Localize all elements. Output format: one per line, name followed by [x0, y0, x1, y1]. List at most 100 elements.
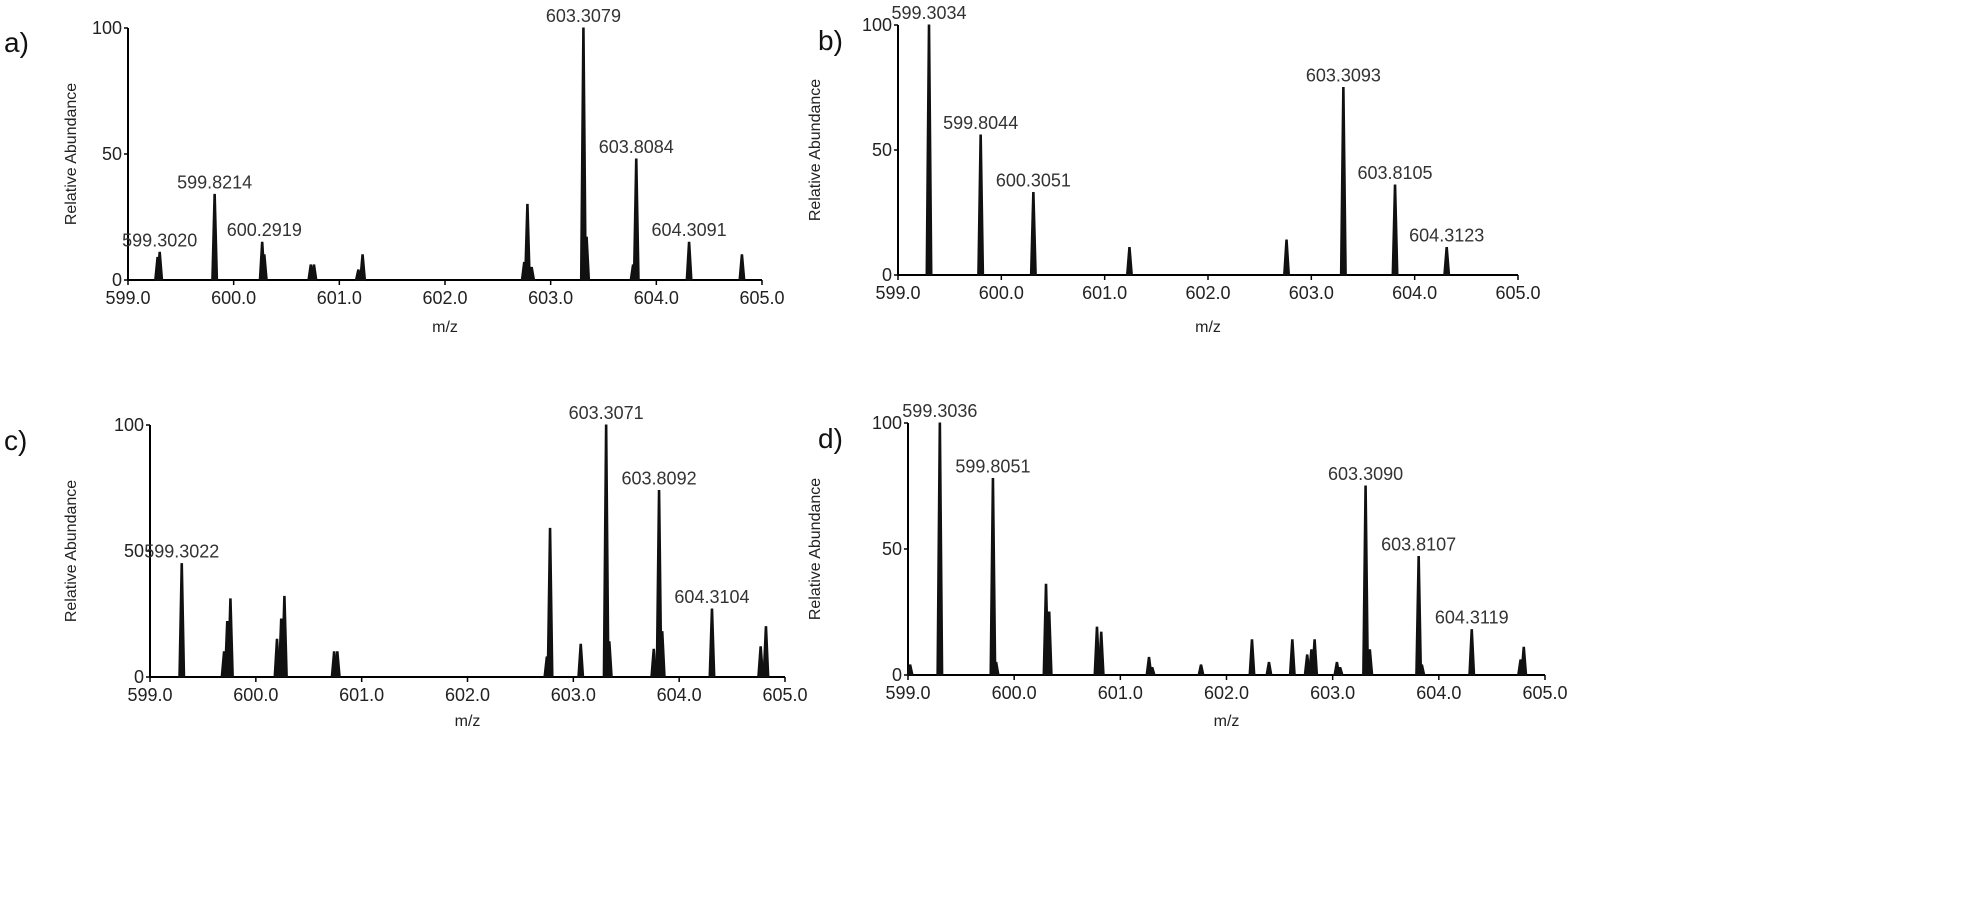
spectrum-peak — [1197, 664, 1205, 676]
x-tick-label: 602.0 — [422, 288, 467, 308]
spectrum-peak — [1468, 629, 1476, 676]
spectrum-peak — [738, 254, 746, 281]
x-tick-label: 603.0 — [551, 685, 596, 705]
peak-annotation: 603.8084 — [599, 137, 674, 157]
spectrum-peak — [280, 595, 288, 678]
spectrum-peak — [1418, 664, 1426, 676]
peak-annotation: 603.8092 — [622, 469, 697, 489]
spectrum-peak — [632, 158, 640, 281]
spectrum-panel-c: c) 0 50 100 599.0 600.0 601.0 602.0 603.0 604.0 60… — [4, 403, 808, 730]
y-axis-label: Relative Abundance — [807, 79, 824, 221]
spectrum-peak — [757, 646, 765, 678]
x-tick-label: 601.0 — [339, 685, 384, 705]
spectrum-peak — [906, 664, 914, 676]
peak-annotation: 604.3091 — [652, 220, 727, 240]
x-tick-label: 605.0 — [762, 685, 807, 705]
spectrum-peak — [583, 236, 591, 281]
spectrum-peak — [359, 254, 367, 281]
spectrum-peak — [708, 608, 716, 678]
x-tick-label: 604.0 — [634, 288, 679, 308]
y-tick-label: 50 — [872, 140, 892, 160]
y-tick-label: 50 — [882, 539, 902, 559]
y-tick-label: 0 — [892, 665, 902, 685]
spectrum-peak — [333, 651, 341, 678]
spectrum-peak — [1125, 247, 1134, 276]
y-tick-label: 0 — [112, 270, 122, 290]
x-tick-label: 603.0 — [1310, 683, 1355, 703]
peak-annotation: 604.3123 — [1409, 226, 1484, 246]
y-tick-label: 100 — [92, 18, 122, 38]
x-tick-label: 603.0 — [1289, 283, 1334, 303]
x-axis-label: m/z — [432, 319, 458, 336]
spectrum-peak — [211, 193, 219, 281]
spectrum-peak — [546, 527, 554, 678]
spectrum-peak — [1339, 87, 1347, 276]
spectrum-peak — [178, 563, 186, 678]
y-tick-label: 100 — [872, 413, 902, 433]
panel-label: a) — [4, 27, 29, 58]
spectrum-peak — [1520, 646, 1528, 676]
x-tick-label: 605.0 — [1495, 283, 1540, 303]
y-tick-label: 50 — [124, 541, 144, 561]
panel-label: c) — [4, 425, 27, 456]
spectrum-peak — [1443, 247, 1451, 276]
spectrum-peak — [1248, 639, 1256, 676]
peak-annotation: 603.3079 — [546, 6, 621, 26]
peak-annotation: 604.3119 — [1435, 608, 1509, 628]
spectrum-peak — [1391, 184, 1399, 276]
y-axis-label: Relative Abundance — [63, 83, 80, 225]
spectrum-peak — [992, 661, 1000, 676]
spectrum-peak — [658, 631, 666, 678]
spectrum-panel-b: b) 0 50 100 599.0 600.0 601.0 602.0 603.0 604.0 60… — [807, 3, 1541, 336]
peak-annotation: 599.3020 — [122, 230, 197, 250]
spectrum-peak — [577, 643, 585, 678]
spectrum-peak — [523, 203, 531, 281]
peak-annotation: 603.8105 — [1357, 163, 1432, 183]
spectrum-peak — [685, 241, 693, 281]
x-tick-label: 604.0 — [1416, 683, 1461, 703]
spectrum-peak — [650, 648, 658, 678]
peak-annotation: 599.3022 — [144, 542, 219, 562]
spectrum-peak — [605, 641, 613, 678]
spectrum-peak — [762, 626, 770, 678]
spectrum-peak — [1148, 666, 1156, 676]
peak-annotation: 603.3093 — [1306, 66, 1381, 86]
spectrum-peak — [1362, 485, 1370, 676]
spectrum-peak — [925, 24, 933, 276]
spectrum-peak — [1288, 639, 1296, 676]
y-axis-label: Relative Abundance — [63, 480, 80, 622]
peak-annotation: 604.3104 — [674, 587, 749, 607]
x-axis-label: m/z — [1214, 713, 1240, 730]
y-tick-label: 100 — [114, 415, 144, 435]
peak-annotation: 603.8107 — [1381, 535, 1456, 555]
x-tick-label: 604.0 — [657, 685, 702, 705]
x-tick-label: 604.0 — [1392, 283, 1437, 303]
y-tick-label: 0 — [882, 265, 892, 285]
x-tick-label: 600.0 — [992, 683, 1037, 703]
x-tick-label: 600.0 — [211, 288, 256, 308]
x-tick-label: 600.0 — [979, 283, 1024, 303]
spectrum-peak — [1336, 666, 1344, 676]
spectrum-peak — [310, 264, 318, 281]
y-tick-label: 100 — [862, 15, 892, 35]
x-tick-label: 599.0 — [885, 683, 930, 703]
spectrum-peak — [226, 598, 234, 678]
x-axis-label: m/z — [455, 713, 481, 730]
spectrum-panel-d: d) 0 50 100 599.0 600.0 601.0 602.0 603.0 604.0 60… — [807, 401, 1568, 730]
spectrum-peak — [1282, 239, 1291, 276]
panel-label: b) — [818, 25, 843, 56]
x-tick-label: 602.0 — [1204, 683, 1249, 703]
spectrum-peak — [1415, 556, 1423, 676]
peak-annotation: 603.3090 — [1328, 464, 1403, 484]
x-tick-label: 601.0 — [1082, 283, 1127, 303]
peak-annotation: 599.3036 — [902, 401, 977, 421]
peak-annotation: 603.3071 — [569, 403, 644, 423]
spectrum-peak — [977, 134, 985, 276]
x-tick-label: 601.0 — [1098, 683, 1143, 703]
x-tick-label: 600.0 — [233, 685, 278, 705]
spectrum-peak — [1366, 649, 1374, 676]
spectrum-peak — [1265, 661, 1273, 676]
peak-annotation: 599.8214 — [177, 172, 252, 192]
x-tick-label: 599.0 — [875, 283, 920, 303]
x-tick-label: 602.0 — [445, 685, 490, 705]
